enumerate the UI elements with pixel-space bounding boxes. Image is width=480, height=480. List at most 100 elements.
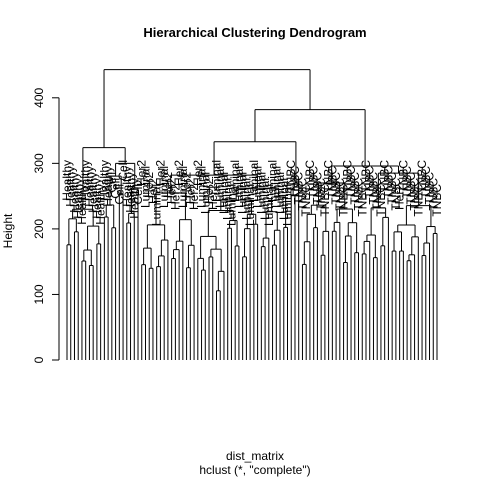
leaf-label: TNBC bbox=[318, 184, 332, 217]
leaf-label: Her2 bbox=[146, 178, 160, 204]
leaf-label: TNBC bbox=[396, 160, 410, 193]
leaf-label: Healthy bbox=[124, 172, 138, 213]
leaf-label: TNBC bbox=[404, 172, 418, 205]
leaf-label: Luminal bbox=[157, 166, 171, 208]
leaf-label: TNBC bbox=[408, 178, 422, 211]
leaf-label: Healthy bbox=[67, 172, 81, 213]
leaf-label: Healthy bbox=[94, 184, 108, 225]
leaf-label: TNBC bbox=[325, 166, 339, 199]
leaf-label: TNBC bbox=[378, 160, 392, 193]
leaf-label: Healthy bbox=[79, 160, 93, 201]
leaf-label: Her2 bbox=[153, 160, 167, 186]
leaf-label: Her2 bbox=[191, 160, 205, 186]
y-axis: 0 100 200 300 400 bbox=[32, 87, 60, 363]
leaf-label: TNBC bbox=[288, 166, 302, 199]
leaf-label: Luminal bbox=[269, 166, 283, 208]
leaf-label: Luminal bbox=[262, 184, 276, 226]
leaf-label: TNBC bbox=[352, 178, 366, 211]
leaf-label: Healthy bbox=[64, 166, 78, 207]
leaf-label: TNBC bbox=[385, 172, 399, 205]
leaf-label: Luminal bbox=[236, 172, 250, 214]
leaf-label: Luminal bbox=[281, 184, 295, 226]
leaf-label: TNBC bbox=[333, 178, 347, 211]
chart-title: Hierarchical Clustering Dendrogram bbox=[143, 25, 366, 40]
leaf-label: Her2 bbox=[172, 160, 186, 186]
x-axis-label: dist_matrix bbox=[226, 449, 284, 463]
leaf-label: Luminal bbox=[176, 166, 190, 208]
leaf-label: TNBC bbox=[295, 178, 309, 211]
leaf-label: Her2 bbox=[202, 178, 216, 204]
leaf-label: Luminal bbox=[277, 178, 291, 220]
leaf-label: Luminal bbox=[254, 172, 268, 214]
leaf-label: TNBC bbox=[284, 160, 298, 193]
leaf-label: TNBC bbox=[348, 172, 362, 205]
leaf-label: TNBC bbox=[400, 166, 414, 199]
leaf-label: TNBC bbox=[430, 184, 444, 217]
leaf-label: Her2 bbox=[180, 172, 194, 198]
leaf-label: Cell bbox=[116, 160, 130, 181]
leaf-labels: HealthyHealthyHealthyHealthyHealthyHealt… bbox=[60, 160, 444, 226]
leaf-label: TNBC bbox=[355, 184, 369, 217]
leaf-label: Healthy bbox=[127, 178, 141, 219]
leaf-label: Cell bbox=[105, 172, 119, 193]
leaf-label: Luminal bbox=[239, 178, 253, 220]
leaf-label: Luminal bbox=[228, 160, 242, 202]
y-axis-label: Height bbox=[1, 213, 15, 248]
leaf-label: Luminal bbox=[138, 166, 152, 208]
leaf-label: Healthy bbox=[120, 166, 134, 207]
leaf-label: Luminal bbox=[273, 172, 287, 214]
leaf-label: TNBC bbox=[419, 166, 433, 199]
leaf-label: Her2 bbox=[206, 184, 220, 210]
leaf-label: Healthy bbox=[101, 166, 115, 207]
leaf-label: Her2 bbox=[142, 172, 156, 198]
leaf-label: Healthy bbox=[97, 160, 111, 201]
leaf-label: Cell bbox=[131, 184, 145, 205]
leaf-label: Luminal bbox=[224, 184, 238, 226]
leaf-label: Healthy bbox=[60, 160, 74, 201]
leaf-label: Healthy bbox=[82, 166, 96, 207]
leaf-label: TNBC bbox=[389, 178, 403, 211]
leaf-label: TNBC bbox=[381, 166, 395, 199]
leaf-label: TNBC bbox=[340, 160, 354, 193]
leaf-label: Luminal bbox=[258, 178, 272, 220]
leaf-label: TNBC bbox=[303, 160, 317, 193]
y-tick-label: 100 bbox=[32, 284, 46, 304]
leaf-label: Her2 bbox=[161, 172, 175, 198]
dendrogram-tree bbox=[66, 69, 438, 360]
leaf-label: TNBC bbox=[307, 166, 321, 199]
leaf-label: TNBC bbox=[415, 160, 429, 193]
leaf-label: Luminal bbox=[221, 178, 235, 220]
leaf-label: Her2 bbox=[168, 184, 182, 210]
method-sublabel: hclust (*, "complete") bbox=[199, 463, 310, 477]
leaf-label: Luminal bbox=[217, 172, 231, 214]
y-tick-label: 300 bbox=[32, 153, 46, 173]
leaf-label: Cell bbox=[109, 178, 123, 199]
leaf-label: Healthy bbox=[86, 172, 100, 213]
leaf-label: Luminal bbox=[251, 166, 265, 208]
leaf-label: TNBC bbox=[344, 166, 358, 199]
leaf-label: TNBC bbox=[374, 184, 388, 217]
leaf-label: Healthy bbox=[90, 178, 104, 219]
leaf-label: TNBC bbox=[411, 184, 425, 217]
y-tick-label: 0 bbox=[32, 356, 46, 363]
leaf-label: Cell bbox=[112, 184, 126, 205]
leaf-label: Her2 bbox=[393, 184, 407, 210]
leaf-label: Luminal bbox=[266, 160, 280, 202]
leaf-label: Luminal bbox=[213, 166, 227, 208]
leaf-label: Luminal bbox=[247, 160, 261, 202]
leaf-label: TNBC bbox=[423, 172, 437, 205]
leaf-label: TNBC bbox=[370, 178, 384, 211]
leaf-label: Luminal bbox=[198, 172, 212, 214]
leaf-label: Her2 bbox=[187, 184, 201, 210]
leaf-label: TNBC bbox=[337, 184, 351, 217]
leaf-label: Luminal bbox=[209, 160, 223, 202]
leaf-label: TNBC bbox=[366, 172, 380, 205]
leaf-label: Luminal bbox=[195, 166, 209, 208]
leaf-label: TNBC bbox=[310, 172, 324, 205]
leaf-label: TNBC bbox=[363, 166, 377, 199]
leaf-label: TNBC bbox=[426, 178, 440, 211]
leaf-label: Healthy bbox=[75, 184, 89, 225]
leaf-label: Her2 bbox=[135, 160, 149, 186]
leaf-label: Her2 bbox=[165, 178, 179, 204]
